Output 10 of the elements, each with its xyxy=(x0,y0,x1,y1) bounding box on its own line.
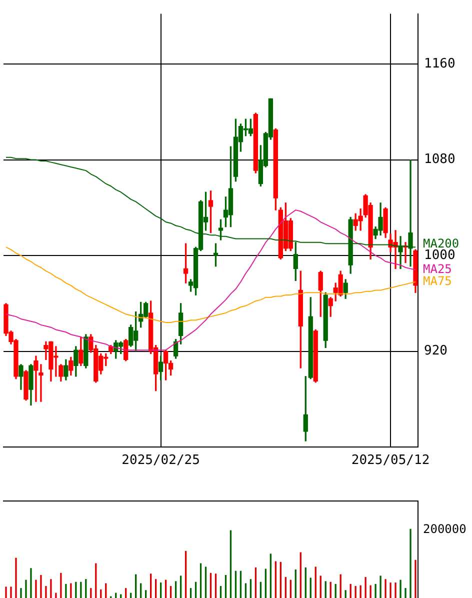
text: 200000 xyxy=(423,522,466,536)
series-label: MA75 xyxy=(423,274,452,288)
x-tick-label: 2025/05/12 xyxy=(351,453,430,468)
y-tick-label: 920 xyxy=(424,344,448,359)
series-label: MA200 xyxy=(423,236,460,250)
x-tick-label: 2025/02/25 xyxy=(122,453,200,468)
y-tick-label: 1000 xyxy=(424,248,456,263)
y-tick-label: 1080 xyxy=(424,152,456,168)
series-label: MA25 xyxy=(423,262,452,276)
y-tick-label: 1160 xyxy=(424,56,456,72)
